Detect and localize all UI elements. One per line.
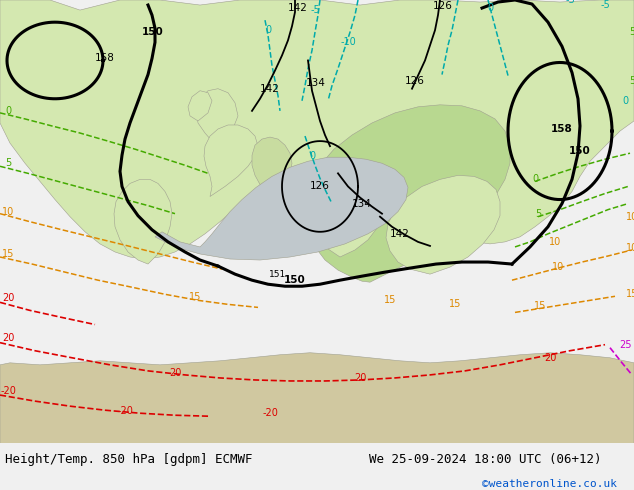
- Text: -20: -20: [117, 406, 133, 416]
- Polygon shape: [0, 353, 634, 443]
- Text: -5: -5: [310, 5, 320, 15]
- Text: 15: 15: [626, 289, 634, 299]
- Text: 150: 150: [569, 146, 591, 156]
- Text: 0: 0: [309, 151, 315, 161]
- Polygon shape: [305, 105, 510, 282]
- Text: 15: 15: [534, 301, 546, 311]
- Text: 10: 10: [626, 212, 634, 221]
- Polygon shape: [155, 157, 408, 260]
- Text: -20: -20: [0, 386, 16, 396]
- Text: 20: 20: [2, 294, 14, 303]
- Text: 15: 15: [449, 299, 461, 309]
- Text: 150: 150: [284, 275, 306, 285]
- Text: 5: 5: [629, 75, 634, 86]
- Text: 126: 126: [405, 75, 425, 86]
- Text: 5: 5: [629, 27, 634, 37]
- Text: 0: 0: [487, 3, 493, 13]
- Text: 134: 134: [306, 77, 326, 88]
- Text: -5: -5: [600, 0, 610, 10]
- Text: 15: 15: [384, 295, 396, 305]
- Polygon shape: [0, 0, 634, 259]
- Text: 126: 126: [433, 1, 453, 11]
- Text: 0: 0: [622, 96, 628, 106]
- Text: -20: -20: [262, 408, 278, 418]
- Text: 0: 0: [5, 106, 11, 116]
- Text: 126: 126: [310, 181, 330, 192]
- Text: 142: 142: [390, 229, 410, 239]
- Text: 151: 151: [269, 270, 287, 279]
- Text: 134: 134: [352, 198, 372, 209]
- Text: 142: 142: [260, 84, 280, 94]
- Text: 5: 5: [5, 158, 11, 168]
- Text: 158: 158: [551, 124, 573, 134]
- Text: 10: 10: [552, 262, 564, 272]
- Polygon shape: [310, 175, 386, 257]
- Polygon shape: [204, 125, 258, 196]
- Polygon shape: [196, 89, 238, 146]
- Polygon shape: [114, 179, 172, 264]
- Text: We 25-09-2024 18:00 UTC (06+12): We 25-09-2024 18:00 UTC (06+12): [369, 453, 602, 466]
- Text: 20: 20: [169, 368, 181, 378]
- Text: 0: 0: [532, 174, 538, 184]
- Text: 158: 158: [95, 53, 115, 63]
- Text: 0: 0: [265, 25, 271, 35]
- Text: -5: -5: [565, 0, 575, 5]
- Polygon shape: [188, 91, 212, 121]
- Text: 20: 20: [544, 353, 556, 363]
- Text: 15: 15: [189, 293, 201, 302]
- Polygon shape: [252, 137, 292, 201]
- Text: 10: 10: [2, 207, 14, 217]
- Text: 5: 5: [535, 209, 541, 219]
- Text: 10: 10: [626, 243, 634, 253]
- Text: ©weatheronline.co.uk: ©weatheronline.co.uk: [482, 479, 617, 489]
- Text: 25: 25: [619, 340, 631, 350]
- Text: 20: 20: [2, 333, 14, 343]
- Text: 10: 10: [549, 237, 561, 247]
- Text: Height/Temp. 850 hPa [gdpm] ECMWF: Height/Temp. 850 hPa [gdpm] ECMWF: [5, 453, 252, 466]
- Text: 142: 142: [288, 3, 308, 13]
- Polygon shape: [386, 175, 500, 274]
- Text: 20: 20: [354, 373, 366, 383]
- Text: 150: 150: [142, 27, 164, 37]
- Text: -10: -10: [340, 37, 356, 48]
- Text: 15: 15: [2, 249, 14, 259]
